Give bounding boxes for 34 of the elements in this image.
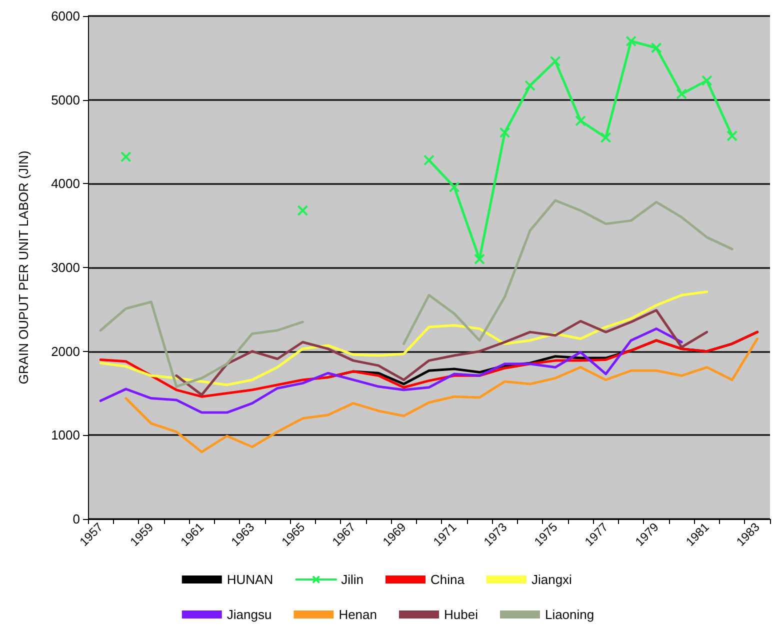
y-tick-label: 2000 [51, 344, 80, 359]
legend-label: China [430, 572, 466, 587]
point [726, 130, 738, 142]
legend-label: Henan [338, 607, 377, 622]
y-tick-label: 1000 [51, 428, 80, 443]
line-series [99, 290, 708, 386]
y-axis-title: GRAIN OUPUT PER UNIT LABOR (JIN) [16, 150, 31, 384]
point [297, 204, 308, 216]
y-tick-label: 0 [72, 512, 80, 526]
point [701, 75, 712, 86]
legend-label: HUNAN [226, 572, 274, 587]
line-series [124, 338, 759, 454]
point [650, 42, 662, 54]
point [575, 115, 586, 126]
legend-label: Jilin [341, 572, 364, 587]
line-series [175, 309, 708, 396]
line-series [99, 327, 683, 414]
legend-label: Jiangxi [531, 572, 572, 587]
y-tick-label: 6000 [51, 8, 80, 24]
point [676, 88, 688, 100]
point [448, 182, 460, 193]
legend-label: Jiangsu [226, 607, 272, 622]
point [120, 151, 132, 162]
legend-label: Liaoning [544, 607, 594, 622]
legend-label: Hubei [444, 607, 478, 622]
point [499, 127, 510, 138]
point [424, 154, 434, 166]
y-tick-label: 4000 [51, 176, 80, 192]
point [600, 132, 612, 144]
point [550, 56, 561, 67]
point [626, 36, 637, 47]
y-tick-label: 5000 [51, 92, 80, 108]
y-tick-label: 3000 [51, 260, 80, 275]
point [474, 254, 486, 265]
